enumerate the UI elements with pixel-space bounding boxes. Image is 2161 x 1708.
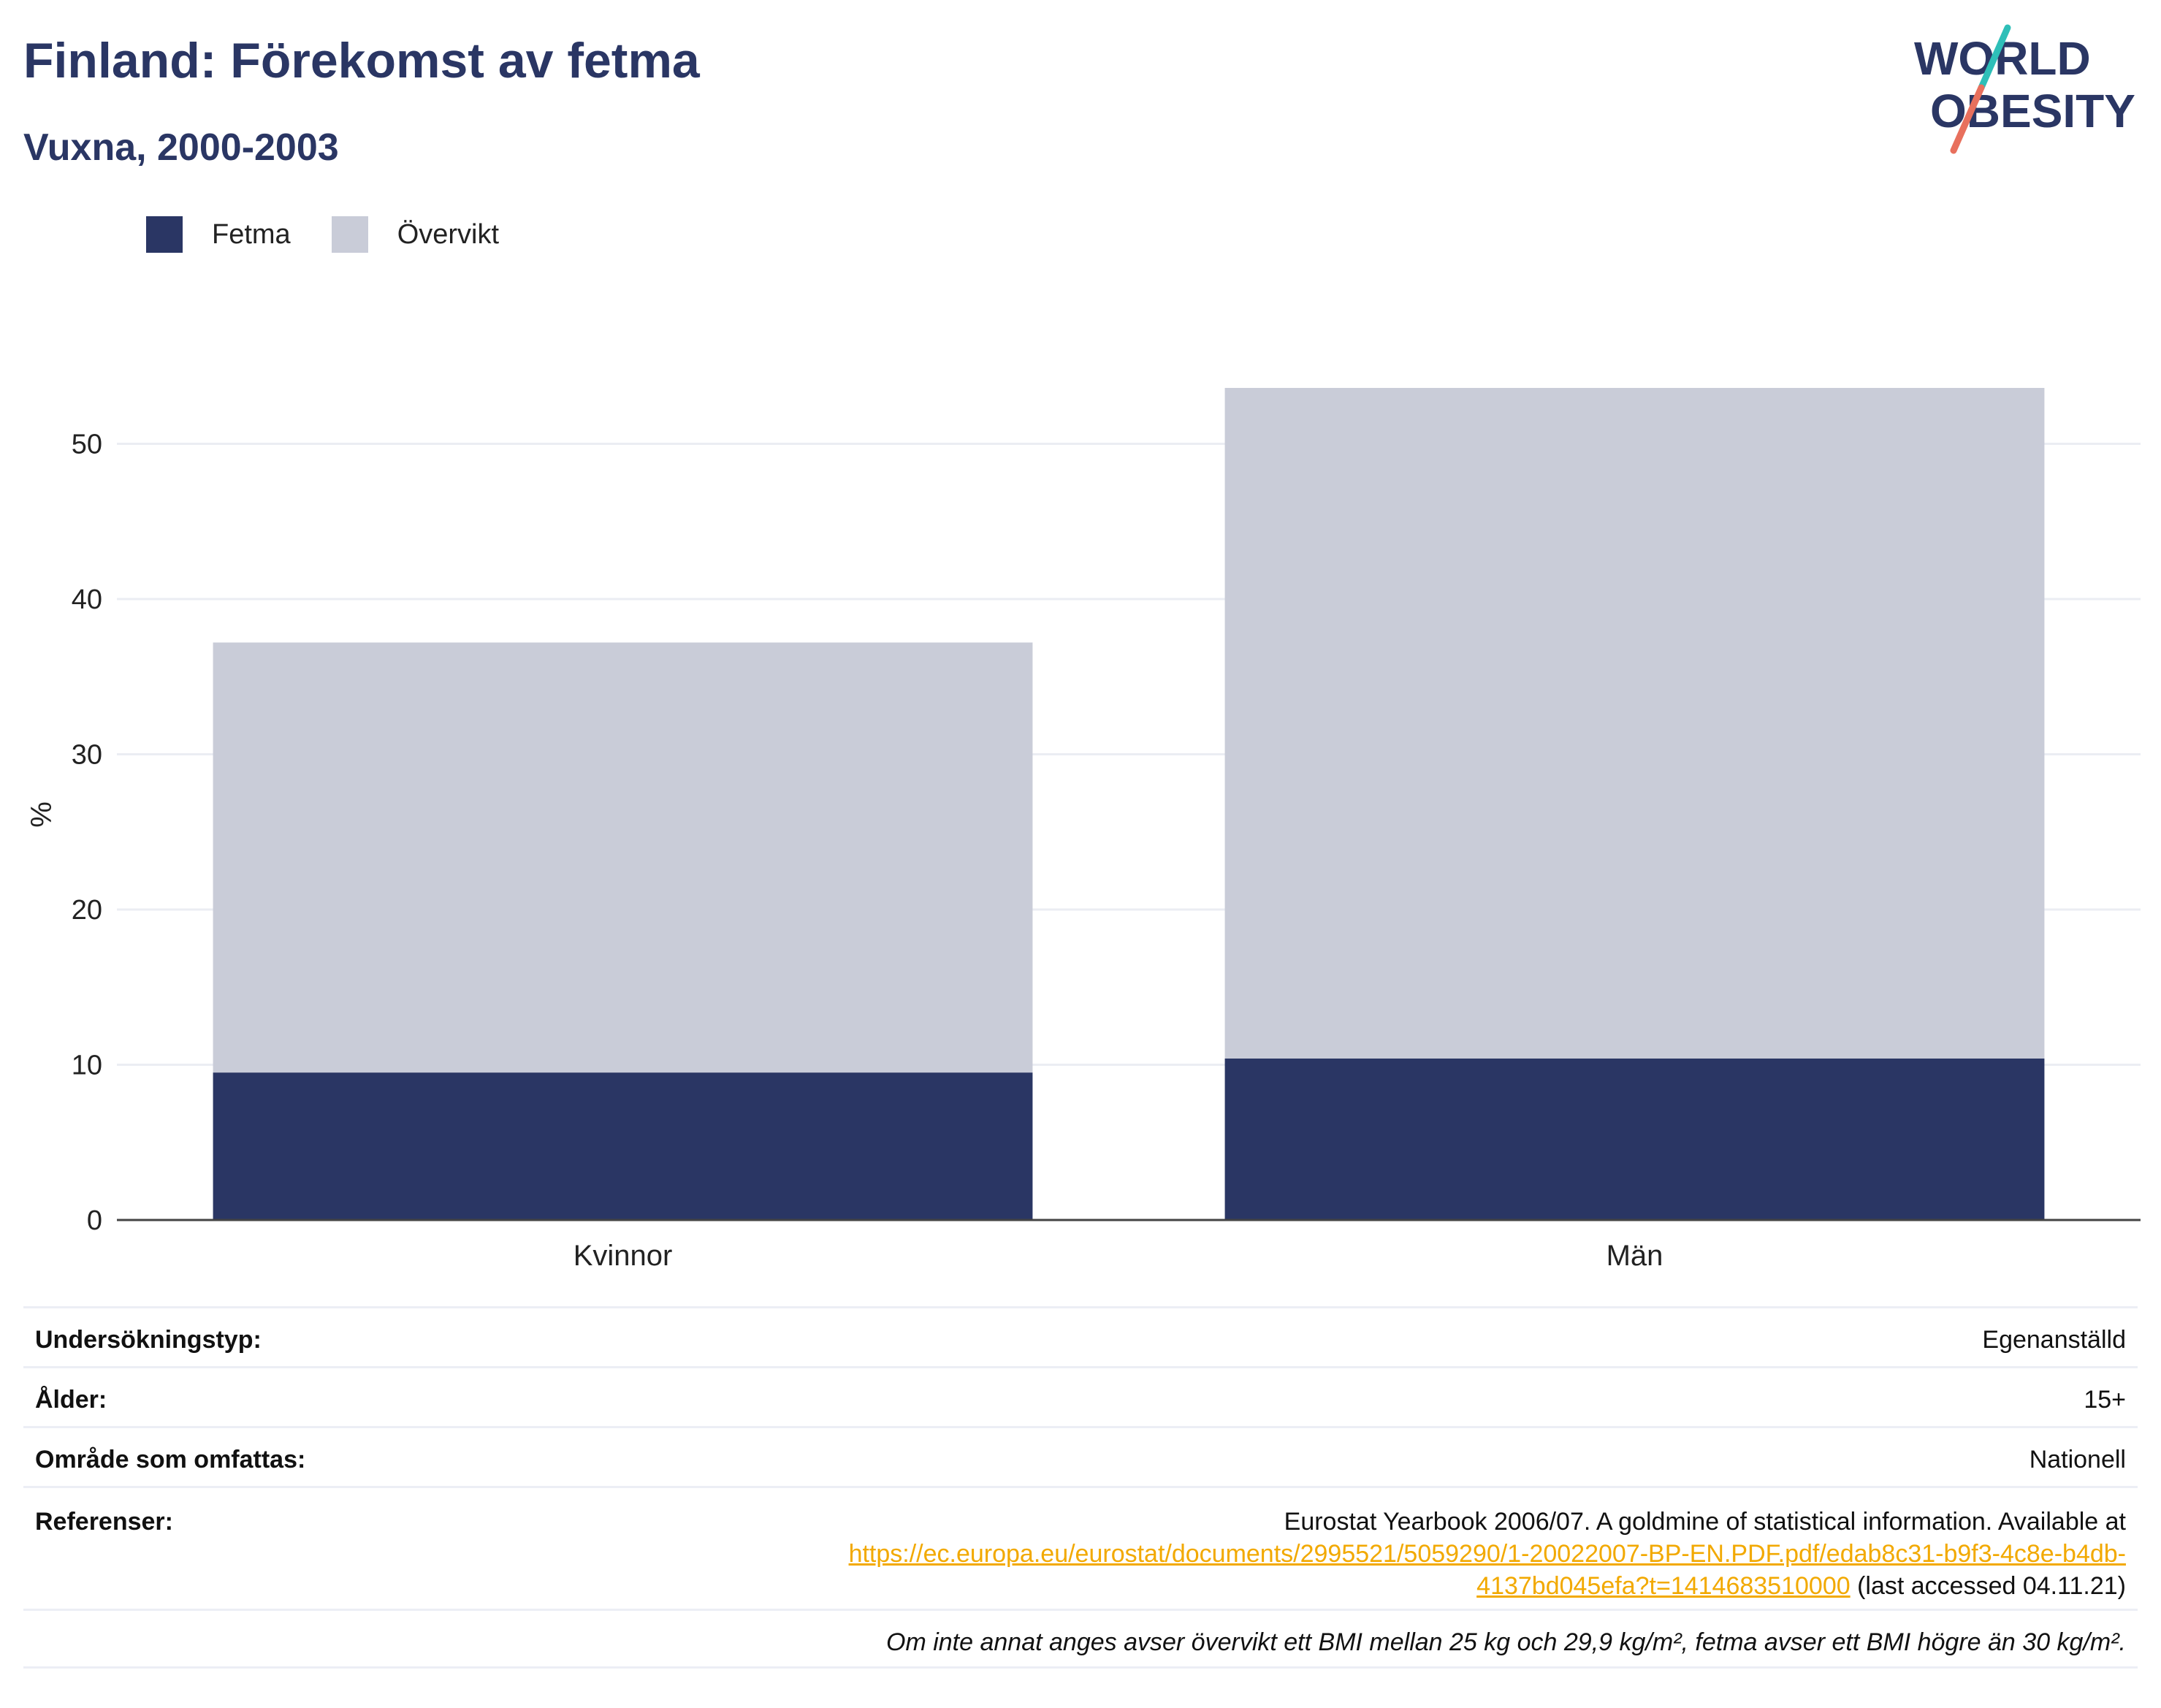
references-text: Eurostat Yearbook 2006/07. A goldmine of… [1284,1508,2126,1536]
y-tick-label: 40 [72,584,102,615]
legend-label-fetma: Fetma [212,218,291,250]
info-row-survey-type: Undersökningstyp: Egenanställd [23,1306,2138,1366]
chart-subtitle: Vuxna, 2000-2003 [23,126,339,169]
bar-fetma-kvinnor [213,1072,1033,1220]
bar-chart: 0 10 20 30 40 50 Kvinnor Män% [26,388,2141,1271]
reference-link-line1: https://ec.europa.eu/eurostat/documents/… [848,1540,2126,1568]
info-row-references: Referenser: Eurostat Yearbook 2006/07. A… [23,1486,2138,1609]
bar-overvikt-kvinnor [213,642,1033,1073]
reference-link[interactable]: https://ec.europa.eu/eurostat/documents/… [849,1540,2126,1600]
y-tick-label: 30 [72,740,102,771]
info-value: Egenanställd [1982,1326,2126,1354]
bar-overvikt-män [1224,388,2045,1059]
legend-item-overvikt[interactable]: Övervikt [331,216,500,253]
info-table: Undersökningstyp: Egenanställd Ålder: 15… [23,1306,2138,1669]
y-tick-label: 50 [72,430,102,460]
bar-fetma-män [1224,1059,2045,1220]
y-tick-label: 20 [72,895,102,926]
info-label: Referenser: [35,1508,173,1536]
y-tick-label: 0 [87,1205,102,1236]
info-row-footnote: Om inte annat anges avser övervikt ett B… [23,1609,2138,1669]
chart-legend: Fetma Övervikt [146,216,540,253]
chart-title: Finland: Förekomst av fetma [23,33,700,88]
legend-item-fetma[interactable]: Fetma [146,216,291,253]
reference-link-line2: 4137bd045efa?t=1414683510000 [1476,1572,1851,1600]
info-row-coverage: Område som omfattas: Nationell [23,1426,2138,1486]
footnote-text: Om inte annat anges avser övervikt ett B… [886,1628,2126,1656]
world-obesity-logo: WORLD OBESITY [1914,24,2135,154]
references-value: Eurostat Yearbook 2006/07. A goldmine of… [849,1506,2126,1609]
info-label: Ålder: [35,1386,107,1414]
x-tick-label: Kvinnor [573,1240,673,1271]
logo-slash-orange [1950,84,1985,154]
info-label: Undersökningstyp: [35,1326,262,1354]
y-axis-label: % [26,801,58,828]
legend-label-overvikt: Övervikt [397,218,500,250]
legend-swatch-fetma [146,216,183,253]
y-tick-label: 10 [72,1051,102,1081]
legend-swatch-overvikt [331,216,368,253]
x-tick-label: Män [1607,1240,1663,1271]
logo-slash-teal [1978,24,2011,91]
info-row-age: Ålder: 15+ [23,1366,2138,1426]
references-suffix: (last accessed 04.11.21) [1850,1572,2126,1600]
info-label: Område som omfattas: [35,1446,306,1473]
info-value: 15+ [2084,1386,2126,1414]
info-value: Nationell [2029,1446,2126,1473]
